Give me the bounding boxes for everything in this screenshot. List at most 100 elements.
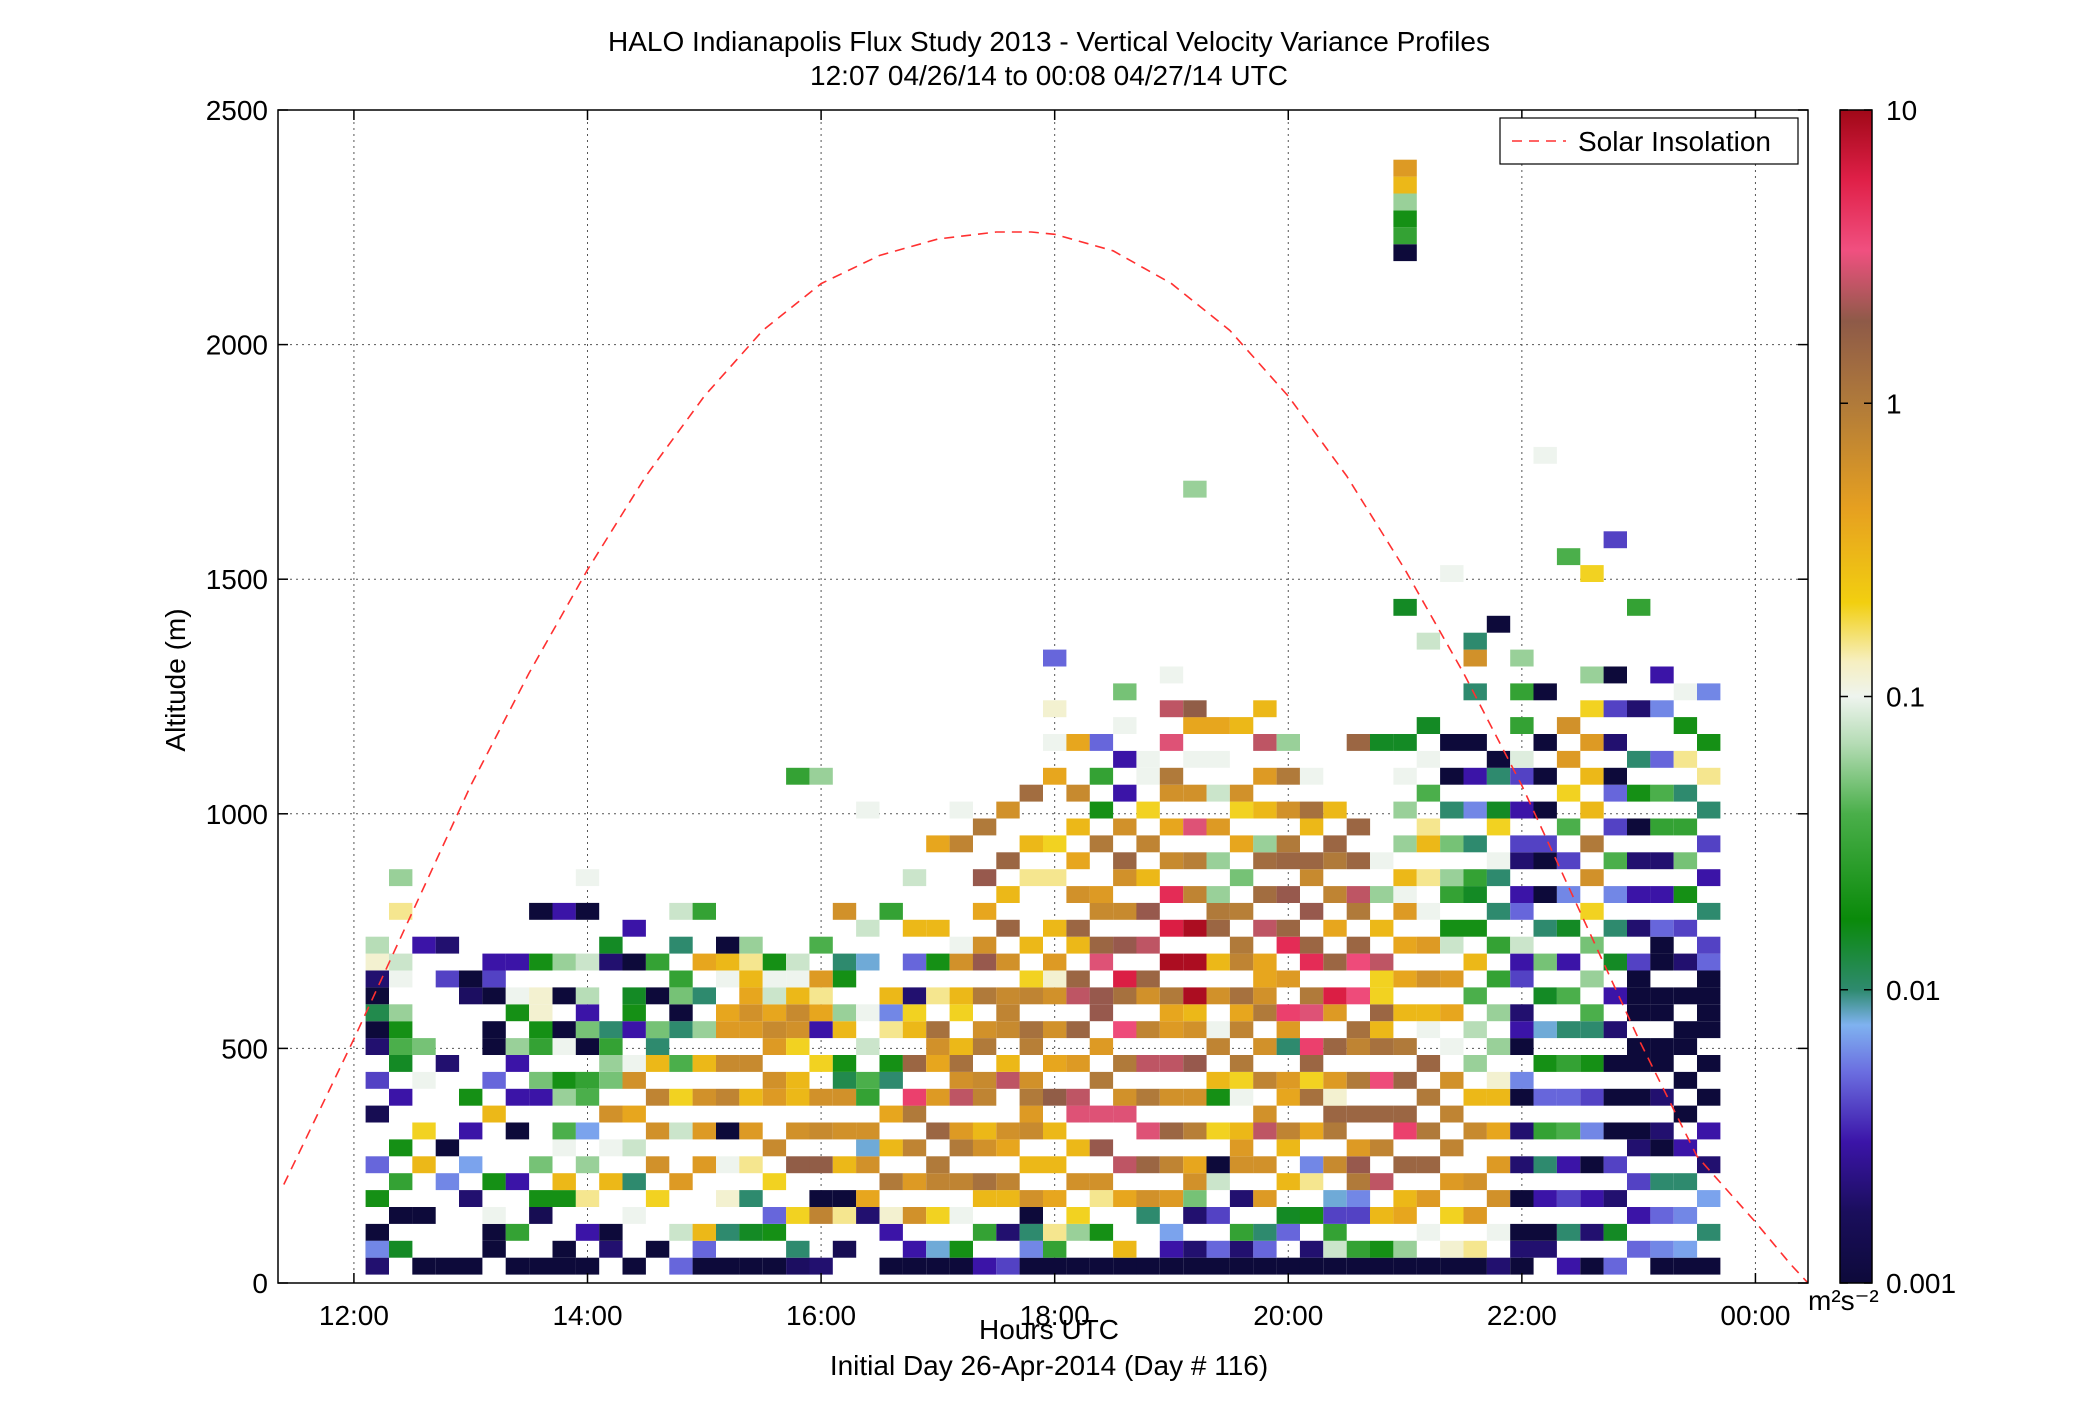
heatmap-cell [1299,852,1324,870]
heatmap-cell [1136,970,1160,988]
heatmap-cell [879,987,903,1005]
heatmap-cell [1183,700,1207,718]
heatmap-cell [1253,1122,1277,1140]
heatmap-cell [1486,902,1511,920]
heatmap-cell [1346,1139,1371,1157]
heatmap-cell [1370,1038,1394,1055]
heatmap-cell [1159,666,1184,684]
heatmap-cell [716,953,740,971]
heatmap-cell [1183,886,1207,903]
heatmap-cell [1299,1257,1324,1275]
heatmap-cell [1533,1055,1557,1072]
heatmap-cell [739,1223,763,1241]
heatmap-cell [482,1038,506,1055]
heatmap-cell [856,1122,880,1140]
heatmap-cell [552,1190,576,1207]
heatmap-cell [1159,1156,1184,1174]
heatmap-cell [1299,818,1324,836]
heatmap-cell [1276,970,1300,988]
heatmap-cell [622,1173,646,1191]
heatmap-cell [1159,734,1184,751]
heatmap-cell [1650,700,1674,718]
heatmap-cell [389,1173,413,1191]
heatmap-cell [575,1071,600,1089]
heatmap-cell [389,1038,413,1055]
heatmap-cell [1066,1105,1090,1123]
heatmap-cell [1136,1055,1160,1072]
heatmap-cell [1370,1004,1394,1022]
heatmap-cell [365,1004,389,1022]
heatmap-cell [1346,1207,1371,1224]
heatmap-cell [1463,1173,1487,1191]
heatmap-cell [1276,1223,1300,1241]
heatmap-cell [1370,1071,1394,1089]
heatmap-cell [902,1055,927,1072]
heatmap-cell [1603,767,1627,785]
heatmap-cell [1510,801,1534,819]
heatmap-cell [926,1055,950,1072]
heatmap-cell [1627,987,1651,1005]
heatmap-cell [1393,1156,1417,1174]
x-tick-label: 20:00 [1253,1300,1323,1331]
heatmap-cell [1603,919,1627,937]
heatmap-cell [1673,750,1698,768]
heatmap-cell [1650,750,1674,768]
heatmap-cell [1697,835,1721,853]
heatmap-cell [645,1240,670,1258]
heatmap-cell [1299,953,1324,971]
heatmap-cell [996,987,1020,1005]
heatmap-cell [1066,1257,1090,1275]
heatmap-cell [879,1004,903,1022]
heatmap-cell [1136,987,1160,1005]
heatmap-cell [1673,852,1698,870]
heatmap-cell [832,970,857,988]
heatmap-cell [1463,683,1487,701]
heatmap-cell [1556,1021,1581,1039]
heatmap-cell [972,902,997,920]
heatmap-cell [1159,1055,1184,1072]
heatmap-cell [1253,1223,1277,1241]
heatmap-cell [1019,970,1043,988]
heatmap-cell [1510,1122,1534,1140]
heatmap-cell [1463,801,1487,819]
heatmap-cell [1650,1207,1674,1224]
heatmap-cell [1159,784,1184,802]
heatmap-cell [762,1021,787,1039]
heatmap-cell [1627,1055,1651,1072]
heatmap-cell [1627,1207,1651,1224]
heatmap-cell [1299,1122,1324,1140]
heatmap-cell [1043,649,1067,667]
heatmap-cell [879,1223,903,1241]
heatmap-cell [1019,1021,1043,1039]
heatmap-cell [599,1071,623,1089]
heatmap-cell [832,1088,857,1106]
heatmap-cell [1650,666,1674,684]
heatmap-cell [949,1240,973,1258]
heatmap-cell [1089,1257,1114,1275]
heatmap-cell [1346,1105,1371,1123]
heatmap-cell [1580,1257,1604,1275]
heatmap-cell [599,953,623,971]
heatmap-cell [1206,1173,1230,1191]
heatmap-cell [1627,852,1651,870]
heatmap-cell [1066,734,1090,751]
heatmap-cell [1043,1088,1067,1106]
heatmap-cell [1486,1156,1511,1174]
heatmap-cell [739,1156,763,1174]
heatmap-cell [972,869,997,887]
heatmap-cell [1113,784,1137,802]
heatmap-cell [716,1122,740,1140]
heatmap-cell [389,1055,413,1072]
heatmap-cell [1603,784,1627,802]
heatmap-cell [1393,886,1417,903]
heatmap-cell [1229,936,1254,954]
heatmap-cell [1113,1240,1137,1258]
heatmap-cell [1697,1004,1721,1022]
heatmap-cell [1229,1122,1254,1140]
heatmap-cell [1276,1038,1300,1055]
heatmap-cell [389,970,413,988]
heatmap-cell [1556,852,1581,870]
heatmap-cell [1043,1240,1067,1258]
heatmap-cell [1486,970,1511,988]
heatmap-cell [529,1088,553,1106]
